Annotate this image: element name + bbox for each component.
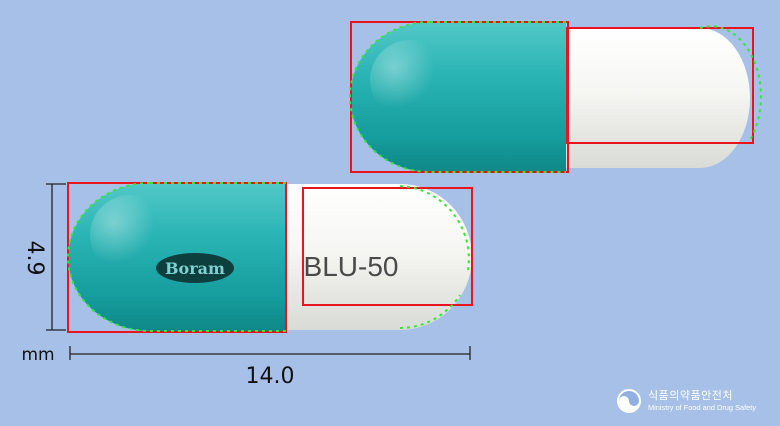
contour-line bbox=[399, 185, 470, 329]
capsule-back bbox=[349, 21, 762, 173]
capsule-front-body bbox=[272, 184, 472, 330]
unit-label: mm bbox=[21, 345, 54, 365]
contour-line bbox=[67, 182, 287, 332]
imprint-text: BLU-50 bbox=[304, 251, 399, 282]
capsule-back-body bbox=[548, 28, 750, 168]
height-dimension bbox=[46, 183, 66, 331]
width-value: 14.0 bbox=[246, 364, 295, 389]
detection-box bbox=[302, 187, 473, 306]
svg-text:Boram: Boram bbox=[165, 259, 225, 278]
contour-line bbox=[349, 21, 566, 173]
contour-line bbox=[699, 25, 762, 141]
width-dimension bbox=[69, 346, 471, 360]
capsule-front: Boram BLU-50 bbox=[67, 182, 473, 333]
mfds-name-english: Ministry of Food and Drug Safety bbox=[648, 403, 757, 413]
mfds-name-korean: 식품의약품안전처 bbox=[648, 389, 733, 403]
detection-box bbox=[67, 182, 287, 333]
height-value: 4.9 bbox=[22, 241, 47, 276]
mfds-watermark: 식품의약품안전처 Ministry of Food and Drug Safet… bbox=[616, 386, 766, 416]
taegeuk-emblem-icon bbox=[617, 389, 641, 413]
detection-box bbox=[566, 27, 754, 144]
manufacturer-logo: Boram bbox=[156, 253, 234, 283]
